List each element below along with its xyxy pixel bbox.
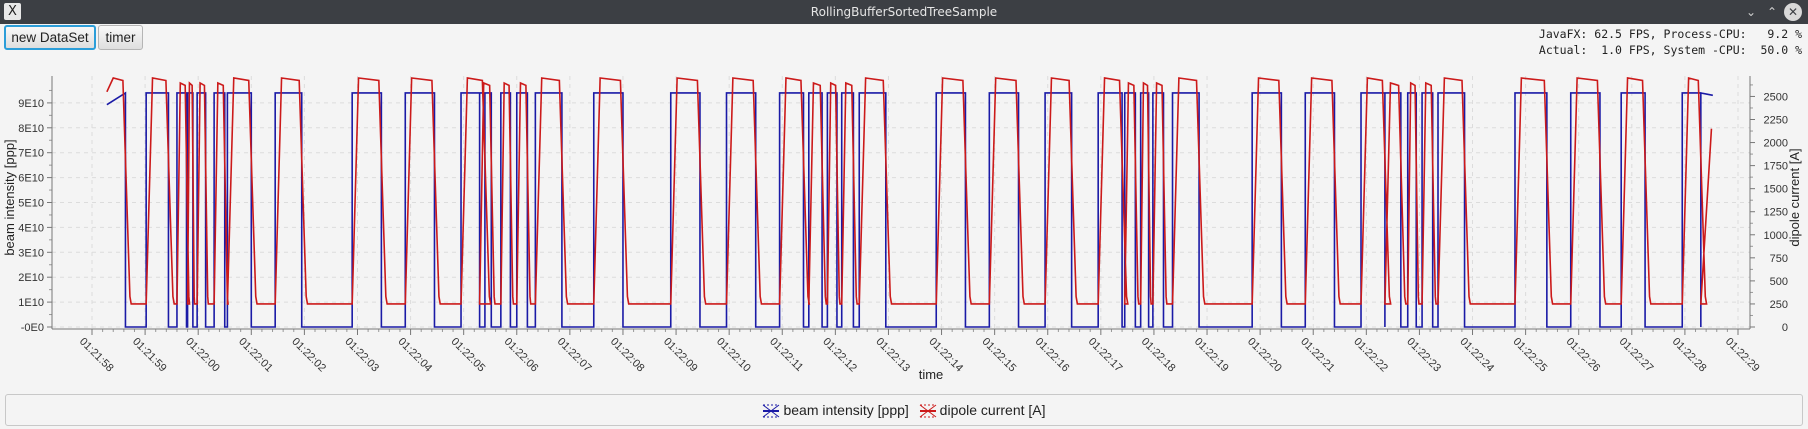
x-tick-label: 01:22:23 [1404, 336, 1443, 375]
y-right-tick-label: 250 [1770, 299, 1788, 311]
legend-swatch-beam-intensity [763, 404, 780, 418]
x-tick-label: 01:22:26 [1564, 336, 1603, 375]
legend-label-beam-intensity: beam intensity [ppp] [783, 401, 909, 418]
y-right-tick-label: 1750 [1764, 161, 1788, 173]
x-tick-label: 01:21:58 [77, 336, 116, 375]
y-right-tick-label: 0 [1782, 322, 1788, 334]
x-tick-label: 01:22:20 [1245, 336, 1284, 375]
x-tick-label: 01:22:18 [1139, 336, 1178, 375]
timer-button[interactable]: timer [98, 25, 143, 50]
x-tick-label: 01:22:00 [183, 336, 222, 375]
y-left-tick-label: 6E10 [18, 173, 44, 185]
x-tick-label: 01:22:15 [980, 336, 1019, 375]
x-tick-label: 01:22:21 [1298, 336, 1337, 375]
x-tick-label: 01:22:05 [449, 336, 488, 375]
minimize-icon[interactable]: ⌄ [1745, 5, 1757, 19]
x-tick-label: 01:22:02 [289, 336, 328, 375]
y-left-tick-label: 9E10 [18, 98, 44, 110]
x-tick-label: 01:22:16 [1033, 336, 1072, 375]
y-right-axis-label: dipole current [A] [1787, 148, 1802, 246]
x-tick-label: 01:22:08 [608, 336, 647, 375]
x-axis-label: time [919, 367, 944, 382]
y-left-tick-label: 8E10 [18, 123, 44, 135]
chart-area[interactable]: -0E0 1E10 2E10 3E10 4E10 5E10 6E10 7E10 8E10 9E10… [0, 62, 1808, 394]
y-right-tick-label: 2000 [1764, 138, 1788, 150]
x-tick-label: 01:22:12 [820, 336, 859, 375]
stats-line-1: JavaFX: 62.5 FPS, Process-CPU: 9.2 % [1538, 27, 1802, 41]
series-dipole-current [106, 76, 1713, 305]
x-tick-label: 01:22:17 [1086, 336, 1125, 375]
x-tick-label: 01:22:29 [1723, 336, 1762, 375]
legend-label-dipole-current: dipole current [A] [939, 401, 1046, 418]
y-right-tick-label: 2500 [1764, 91, 1788, 103]
legend-item-beam-intensity: beam intensity [ppp] [762, 401, 909, 419]
x-tick-label: 01:22:27 [1617, 336, 1656, 375]
legend-swatch-dipole-current [919, 404, 936, 418]
x-tick-label: 01:22:13 [873, 336, 912, 375]
x-tick-label: 01:22:04 [395, 336, 434, 375]
y-left-tick-label: 4E10 [18, 222, 44, 234]
close-icon[interactable]: ✕ [1784, 3, 1802, 21]
x-tick-label: 01:22:11 [767, 336, 805, 374]
stats-line-2: Actual: 1.0 FPS, System -CPU: 50.0 % [1538, 43, 1802, 57]
legend-item-dipole-current: dipole current [A] [919, 402, 1046, 419]
x-tick-label: 01:22:01 [236, 336, 275, 375]
y-left-tick-label: 2E10 [18, 272, 44, 284]
maximize-icon[interactable]: ⌃ [1766, 5, 1778, 19]
y-left-tick-label: 3E10 [18, 247, 44, 259]
window-title: RollingBufferSortedTreeSample [810, 5, 998, 19]
x-tick-label: 01:21:59 [130, 336, 169, 375]
x-tick-label: 01:22:25 [1510, 336, 1549, 375]
x-tick-label: 01:22:03 [342, 336, 381, 375]
y-right-tick-label: 1250 [1764, 207, 1788, 219]
x-tick-label: 01:22:22 [1351, 336, 1390, 375]
x-tick-label: 01:22:07 [555, 336, 594, 375]
x-tick-label: 01:22:28 [1670, 336, 1709, 375]
y-right-tick-label: 500 [1770, 276, 1788, 288]
y-right-tick-label: 1500 [1764, 184, 1788, 196]
y-left-tick-label: 5E10 [18, 198, 44, 210]
y-right-tick-label: 750 [1770, 253, 1788, 265]
y-left-axis-label: beam intensity [ppp] [2, 139, 17, 255]
x-tick-label: 01:22:19 [1192, 336, 1231, 375]
x-tick-label: 01:22:09 [661, 336, 700, 375]
y-left-tick-label: -0E0 [21, 322, 44, 334]
y-left-tick-label: 7E10 [18, 148, 44, 160]
y-right-tick-label: 1000 [1764, 230, 1788, 242]
app-icon: X [4, 3, 21, 20]
window-titlebar: X RollingBufferSortedTreeSample ⌄ ⌃ ✕ [0, 0, 1808, 24]
x-tick-label: 01:22:10 [714, 336, 753, 375]
series-beam-intensity [106, 91, 1713, 328]
x-tick-label: 01:22:06 [502, 336, 541, 375]
chart-legend: beam intensity [ppp] dipole current [A] [5, 394, 1803, 426]
performance-stats: JavaFX: 62.5 FPS, Process-CPU: 9.2 % Actu… [1539, 26, 1802, 58]
new-dataset-button[interactable]: new DataSet [4, 25, 96, 50]
x-tick-label: 01:22:24 [1457, 336, 1496, 375]
y-left-tick-label: 1E10 [18, 297, 44, 309]
y-right-tick-label: 2250 [1764, 115, 1788, 127]
